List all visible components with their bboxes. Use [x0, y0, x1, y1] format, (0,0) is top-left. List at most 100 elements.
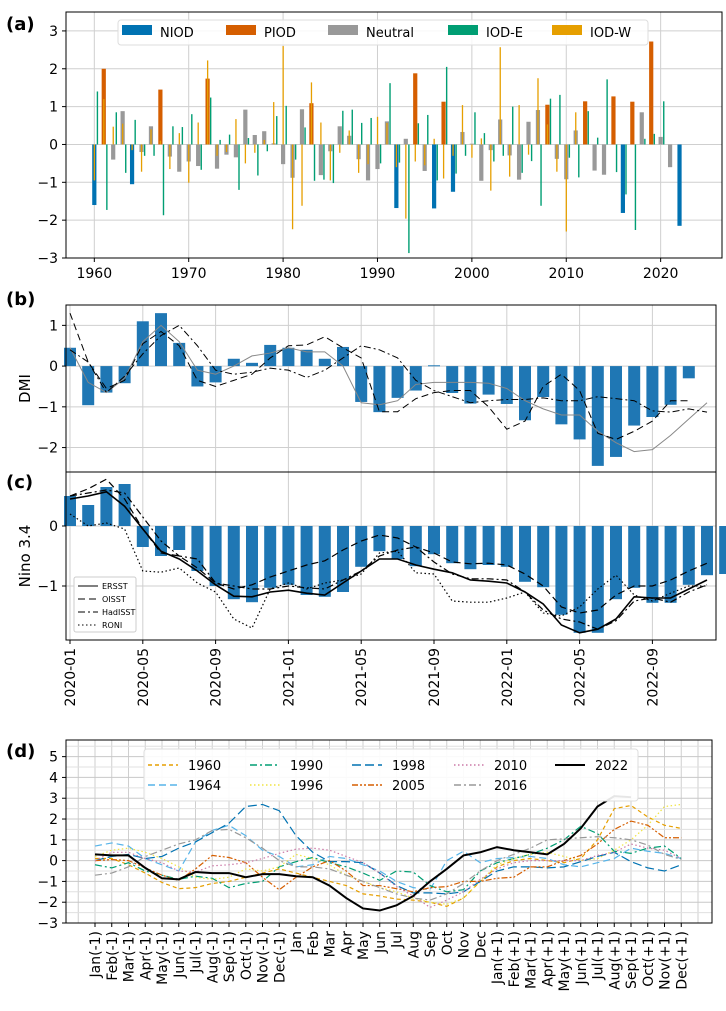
- legend-label-roni: RONI: [102, 621, 122, 630]
- x-tick-label: Nov: [457, 931, 473, 958]
- line-2022: [94, 795, 632, 912]
- bar-iod-w: [376, 116, 379, 145]
- legend-swatch: [328, 25, 358, 35]
- legend-label-2016: 2016: [494, 779, 527, 794]
- bar-niod: [450, 144, 456, 192]
- bar-nino34: [82, 505, 95, 526]
- bar-iod-w: [546, 124, 549, 145]
- bar-iod-e: [172, 126, 174, 145]
- bar-iod-e: [615, 144, 618, 173]
- x-tick-label: 1970: [171, 266, 207, 282]
- bar-dmi: [155, 313, 167, 367]
- legend: NIOD PIOD Neutral IOD-E IOD-W: [117, 19, 649, 46]
- legend: ERSST OISST HadISST RONI: [73, 576, 137, 633]
- bar-dmi: [100, 366, 113, 393]
- panel-label: (a): [6, 14, 35, 35]
- bar-nino34: [428, 526, 440, 555]
- bar-nino34: [464, 526, 477, 570]
- bar-iod-w: [556, 144, 558, 172]
- x-tick-label: Sep(-1): [222, 931, 238, 982]
- x-tick-label: Jul: [390, 931, 406, 949]
- bar-iod-w: [509, 144, 511, 177]
- bar-nino34: [591, 526, 604, 633]
- y-tick-label: 0: [49, 359, 58, 375]
- bar-iod-e: [512, 106, 514, 145]
- y-tick-label: −2: [37, 895, 58, 911]
- bar-dmi: [573, 366, 586, 440]
- x-tick-label: Mar(-1): [122, 931, 138, 982]
- line-1960: [95, 804, 682, 907]
- x-tick-label: 2020-01: [63, 648, 79, 707]
- line-2016: [94, 828, 682, 901]
- legend-box: [143, 748, 639, 802]
- bar-iod-w: [112, 126, 114, 145]
- bar-piod: [413, 73, 418, 145]
- legend-label-2010: 2010: [494, 759, 527, 774]
- x-tick-label: May: [356, 931, 372, 960]
- bar-iod-e: [445, 66, 448, 145]
- bar-iod-e: [578, 144, 580, 178]
- bar-iod-w: [575, 112, 577, 145]
- bar-iod-w: [471, 144, 473, 158]
- bar-iod-e: [417, 123, 420, 145]
- line-dash-dot: [69, 324, 708, 413]
- x-tick-label: Feb(-1): [105, 931, 121, 981]
- x-tick-label: Oct(+1): [641, 931, 657, 987]
- x-tick-label: Mar: [323, 931, 339, 958]
- y-tick-label: 2: [49, 62, 58, 78]
- bar-iod-w: [169, 144, 171, 170]
- bar-iod-e: [596, 137, 599, 145]
- x-tick-label: Nov(+1): [658, 931, 674, 990]
- x-tick-label: 1980: [265, 266, 301, 282]
- y-tick-label: 3: [49, 791, 58, 807]
- x-tick-label: Apr(+1): [540, 931, 556, 987]
- bar-iod-e: [427, 114, 429, 145]
- line-oisst: [69, 478, 708, 614]
- bar-iod-w: [150, 129, 152, 145]
- bar-iod-w: [225, 144, 228, 153]
- bar-iod-w: [206, 60, 209, 145]
- bar-dmi: [628, 366, 641, 426]
- bar-neutral: [299, 109, 305, 145]
- x-tick-label: Dec(-1): [272, 931, 288, 983]
- bar-iod-w: [386, 122, 388, 145]
- bar-iod-w: [414, 144, 416, 162]
- bar-iod-w: [433, 138, 435, 145]
- legend-label-oisst: OISST: [102, 595, 126, 604]
- bar-nino34: [610, 526, 622, 600]
- bar-nino34: [355, 526, 368, 567]
- legend-label-niod: NIOD: [160, 26, 194, 41]
- bar-iod-w: [480, 138, 483, 145]
- bar-nino34: [646, 526, 659, 603]
- y-tick-label: −3: [37, 251, 58, 267]
- bar-neutral: [516, 144, 522, 180]
- bar-neutral: [592, 144, 597, 171]
- bar-iod-e: [143, 144, 146, 156]
- bar-iod-e: [389, 83, 391, 145]
- bar-dmi: [173, 342, 186, 367]
- bar-neutral: [252, 135, 257, 145]
- bar-iod-w: [348, 130, 350, 145]
- bar-niod: [620, 144, 625, 213]
- bar-iod-e: [559, 94, 561, 145]
- bar-nino34: [537, 526, 550, 588]
- bar-nino34: [173, 526, 186, 550]
- bar-dmi: [555, 366, 568, 425]
- plot-frame: [65, 471, 717, 641]
- x-tick-label: Jun(+1): [574, 931, 590, 985]
- bar-neutral: [601, 144, 607, 175]
- bar-iod-w: [188, 144, 190, 183]
- bar-iod-e: [332, 144, 335, 184]
- bar-dmi: [264, 344, 277, 367]
- y-tick-label: 2: [49, 812, 58, 828]
- bar-nino34: [500, 526, 513, 567]
- bar-nino34: [664, 526, 677, 603]
- bar-nino34: [191, 526, 204, 571]
- bar-neutral: [196, 144, 201, 167]
- x-tick-label: Jun(-1): [172, 931, 188, 979]
- x-tick-label: Sep: [423, 931, 439, 958]
- legend-swatch: [122, 25, 152, 35]
- bar-nino34: [701, 526, 713, 576]
- bar-iod-w: [244, 144, 247, 164]
